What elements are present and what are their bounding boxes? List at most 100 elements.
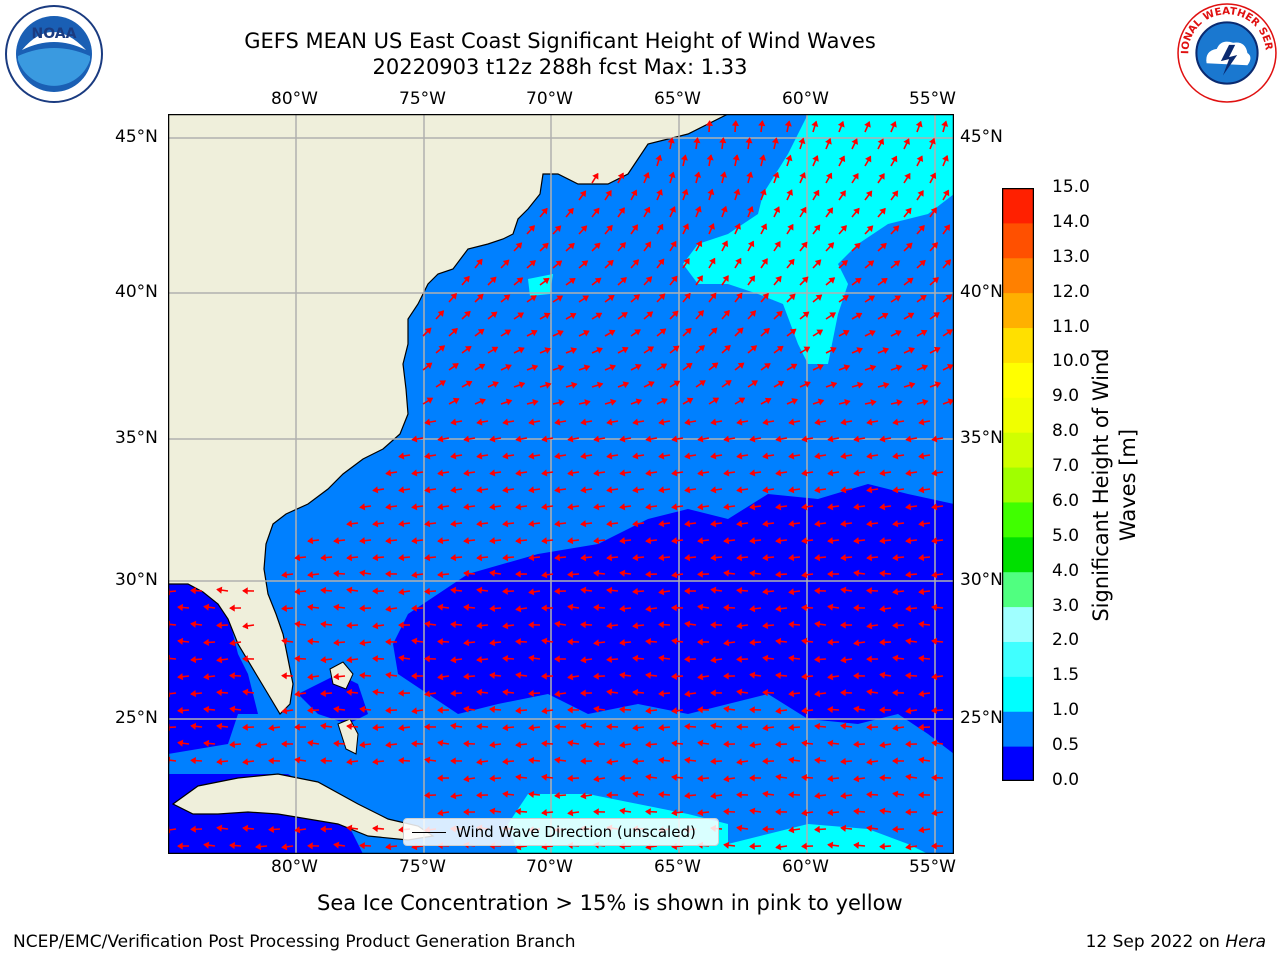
lat-tick-right: 30°N: [960, 570, 1003, 590]
arrow-head: [827, 705, 833, 714]
arrow-head: [697, 570, 703, 578]
arrow-head: [697, 673, 704, 681]
arrow-shaft: [168, 828, 177, 831]
arrow-head: [463, 435, 470, 443]
arrow-head: [632, 724, 639, 732]
arrow-head: [606, 586, 613, 594]
arrow-head: [242, 587, 248, 595]
arrow-head: [931, 503, 938, 511]
arrow-head: [736, 586, 743, 595]
arrow-head: [892, 452, 899, 460]
arrow-head: [710, 452, 717, 460]
arrow-head: [788, 756, 795, 764]
arrow-head: [645, 570, 651, 578]
arrow-head: [931, 603, 938, 612]
arrow-head: [346, 824, 353, 832]
arrow-head: [622, 381, 630, 389]
arrow-head: [464, 310, 471, 318]
arrow-head: [658, 520, 665, 528]
arrow-head: [320, 825, 326, 833]
arrow-head: [890, 121, 897, 128]
arrow-head: [372, 520, 379, 528]
arrow-head: [801, 773, 807, 782]
arrow-head: [918, 418, 925, 426]
arrow-head: [545, 381, 552, 389]
arrow-head: [681, 188, 689, 196]
arrow-head: [372, 824, 379, 833]
arrow-head: [385, 469, 392, 477]
arrow-head: [710, 621, 716, 629]
colorbar-segment: [1002, 711, 1034, 747]
arrow-head: [814, 259, 822, 266]
arrow-head: [645, 503, 652, 511]
arrow-head: [775, 773, 782, 781]
arrow-head: [736, 791, 742, 799]
arrow-head: [437, 706, 443, 714]
arrow-head: [489, 503, 496, 511]
arrow-head: [658, 790, 664, 799]
arrow-head: [707, 188, 715, 196]
lon-tick-bottom: 55°W: [909, 857, 956, 877]
arrow-head: [671, 503, 678, 511]
arrow-head: [489, 604, 495, 613]
arrow-head: [450, 520, 457, 528]
arrow-head: [294, 587, 301, 596]
arrow-head: [931, 571, 938, 579]
arrow-head: [657, 223, 664, 231]
arrow-head: [866, 655, 872, 663]
arrow-head: [775, 808, 781, 816]
arrow-head: [567, 638, 573, 646]
arrow-head: [645, 435, 652, 443]
arrow-head: [281, 843, 288, 851]
arrow-head: [450, 418, 457, 426]
arrow-head: [619, 537, 626, 545]
arrow-head: [735, 257, 742, 265]
arrow-head: [814, 825, 820, 833]
arrow-head: [645, 740, 652, 749]
arrow-head: [242, 688, 249, 696]
arrow-head: [941, 120, 949, 127]
arrow-head: [528, 486, 535, 494]
arrow-head: [905, 207, 912, 215]
lat-tick-right: 25°N: [960, 708, 1003, 728]
lat-tick-right: 40°N: [960, 282, 1003, 302]
arrow-head: [697, 809, 704, 817]
arrow-head: [567, 706, 573, 714]
arrow-head: [733, 188, 741, 196]
arrow-head: [724, 344, 731, 352]
arrow-head: [476, 258, 483, 266]
arrow-head: [853, 469, 860, 477]
gridlines: [168, 114, 954, 854]
arrow-head: [580, 792, 587, 800]
arrow-head: [866, 225, 874, 232]
arrow-head: [879, 207, 886, 215]
arrow-head: [242, 824, 249, 832]
arrow-head: [635, 398, 643, 406]
footer-date-text: 12 Sep 2022 on: [1085, 932, 1226, 952]
arrow-head: [866, 688, 873, 696]
arrow-head: [489, 807, 496, 815]
arrow-head: [736, 655, 742, 663]
arrow-head: [892, 225, 900, 232]
arrow-head: [736, 327, 744, 335]
arrow-head: [190, 655, 197, 664]
arrow-head: [710, 327, 718, 335]
colorbar-tick-label: 11.0: [1052, 316, 1090, 337]
arrow-head: [719, 137, 727, 144]
arrow-head: [645, 537, 652, 545]
arrow-head: [671, 435, 678, 443]
arrow-head: [918, 826, 925, 834]
arrow-head: [567, 603, 574, 611]
arrow-head: [801, 537, 808, 545]
wave-contour-1.0-1.5: [683, 114, 954, 364]
arrow-head: [856, 347, 863, 354]
arrow-head: [853, 775, 860, 783]
arrow-head: [557, 330, 564, 337]
arrow-head: [762, 293, 769, 300]
arrow-head: [723, 775, 730, 783]
arrow-head: [229, 841, 236, 850]
arrow-head: [632, 452, 639, 460]
footer-host: Hera: [1225, 932, 1266, 952]
arrow-head: [671, 275, 678, 283]
arrow-head: [866, 587, 872, 595]
